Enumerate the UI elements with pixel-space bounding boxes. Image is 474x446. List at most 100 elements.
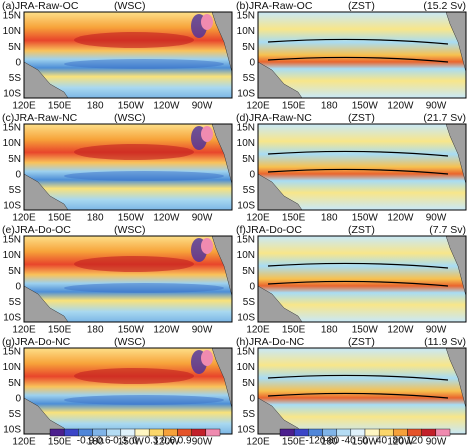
lat-tick-label: 10S: [237, 89, 255, 100]
lon-tick-label: 120W: [387, 325, 414, 336]
contour: [267, 150, 449, 157]
lon-tick-label: 120W: [153, 437, 180, 446]
colorbar-tick-label: -0.6: [93, 436, 111, 446]
field-blob: [74, 144, 194, 160]
frame: [23, 11, 233, 99]
lat-tick-label: 5N: [242, 378, 255, 389]
lat-tick-label: 5S: [243, 73, 256, 84]
lat-tick-label: 15N: [3, 11, 21, 22]
colorbar-tick-label: 0.3: [145, 436, 159, 446]
lat-tick-label: 0: [249, 281, 255, 292]
lon-tick-label: 150W: [352, 213, 379, 224]
lat-tick-label: 5S: [243, 297, 256, 308]
lat-tick-label: 10S: [3, 425, 21, 436]
lon-tick-label: 120E: [12, 213, 36, 224]
frame: [23, 235, 233, 323]
contour: [267, 392, 449, 399]
lon-tick-label: 90W: [192, 213, 213, 224]
colorbar-cell: [191, 428, 207, 437]
colorbar-tick-label: -80: [325, 436, 340, 446]
lat-tick-label: 5S: [243, 185, 256, 196]
colorbar-cell: [49, 428, 65, 437]
colorbar-tick-label: 80: [392, 436, 404, 446]
colorbar-cell: [205, 428, 221, 437]
lon-tick-label: 150E: [282, 213, 306, 224]
lon-tick-label: 150E: [282, 325, 306, 336]
lon-tick-label: 150W: [118, 325, 145, 336]
land: [445, 236, 466, 297]
lat-tick-label: 10N: [237, 138, 255, 149]
lat-tick-label: 10N: [3, 362, 21, 373]
lon-tick-label: 90W: [426, 213, 447, 224]
map: [24, 348, 232, 434]
land: [258, 397, 303, 434]
map: [258, 236, 466, 322]
lat-tick-label: 0: [249, 169, 255, 180]
colorbar-tick-label: 40: [376, 436, 388, 446]
field-blob: [64, 59, 224, 69]
panel-label: (g)JRA-Do-NC: [2, 336, 71, 348]
field-blob: [64, 171, 224, 181]
field: [258, 12, 466, 98]
land: [211, 236, 232, 297]
lat-tick-label: 5N: [242, 154, 255, 165]
lat-tick-label: 5N: [242, 42, 255, 53]
lon-tick-label: 180: [321, 101, 338, 112]
lon-tick-label: 90W: [426, 437, 447, 446]
lat-tick-label: 5N: [8, 154, 21, 165]
map: [258, 348, 466, 434]
lat-tick-label: 5S: [9, 185, 22, 196]
frame: [257, 123, 467, 211]
contour: [267, 262, 449, 269]
panel-transport: (7.7 Sv): [429, 224, 466, 236]
lon-tick-label: 90W: [192, 437, 213, 446]
map: [24, 236, 232, 322]
lon-tick-label: 150E: [48, 213, 72, 224]
lon-tick-label: 150E: [48, 437, 72, 446]
lat-tick-label: 15N: [237, 123, 255, 134]
lon-tick-label: 180: [321, 437, 338, 446]
land: [24, 61, 69, 98]
field: [258, 236, 466, 322]
land: [445, 124, 466, 185]
contour: [267, 38, 449, 45]
contour: [267, 280, 449, 287]
panel-label: (d)JRA-Raw-NC: [236, 112, 312, 124]
colorbar-tick-label: 0: [132, 436, 138, 446]
panel-field: (ZST): [348, 224, 375, 236]
land: [24, 397, 69, 434]
lat-tick-label: 0: [15, 281, 21, 292]
lon-tick-label: 150W: [118, 213, 145, 224]
colorbar-tick-label: -0.9: [77, 436, 95, 446]
lon-tick-label: 180: [87, 325, 104, 336]
lon-tick-label: 120E: [12, 437, 36, 446]
colorbar-tick-label: 120: [406, 436, 423, 446]
panel-label: (a)JRA-Raw-OC: [2, 0, 79, 12]
land: [445, 12, 466, 73]
field: [258, 124, 466, 210]
land: [258, 173, 303, 210]
panel-transport: (21.7 Sv): [423, 112, 466, 124]
lat-tick-label: 10N: [237, 26, 255, 37]
lat-tick-label: 5S: [243, 409, 256, 420]
field-blob: [74, 256, 194, 272]
lon-tick-label: 120E: [246, 101, 270, 112]
panel-label: (b)JRA-Raw-OC: [236, 0, 313, 12]
lat-tick-label: 15N: [237, 235, 255, 246]
lat-tick-label: 5N: [8, 42, 21, 53]
panel-label: (f)JRA-Do-OC: [236, 224, 302, 236]
lon-tick-label: 150E: [48, 325, 72, 336]
lat-tick-label: 5N: [8, 378, 21, 389]
colorbar-tick-label: -40: [341, 436, 356, 446]
lat-tick-label: 10S: [3, 201, 21, 212]
colorbar-tick-label: -0.3: [110, 436, 128, 446]
lat-tick-label: 5S: [9, 297, 22, 308]
lat-tick-label: 15N: [3, 123, 21, 134]
lat-tick-label: 15N: [3, 235, 21, 246]
field: [258, 348, 466, 434]
lat-tick-label: 5S: [9, 73, 22, 84]
lon-tick-label: 180: [321, 325, 338, 336]
land: [24, 173, 69, 210]
map: [258, 124, 466, 210]
